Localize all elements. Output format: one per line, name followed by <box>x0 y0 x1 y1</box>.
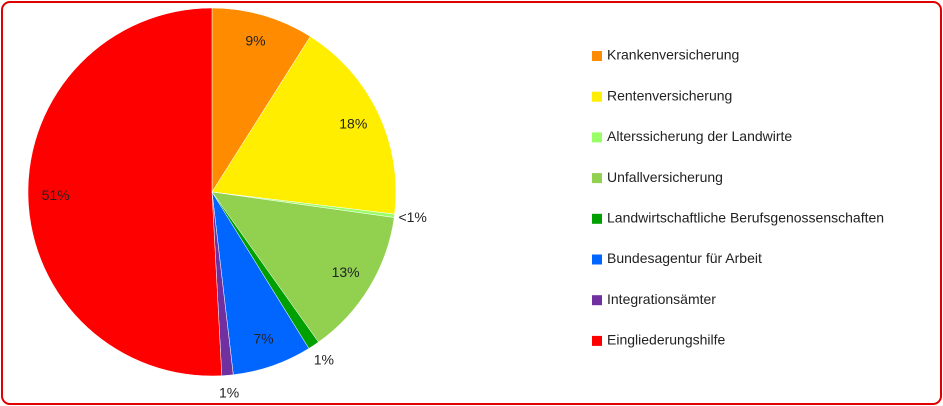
legend-swatch <box>592 51 602 61</box>
data-label: 18% <box>339 116 367 132</box>
data-label: 51% <box>42 187 70 203</box>
legend-label: Krankenversicherung <box>607 47 739 63</box>
data-label: 1% <box>219 384 239 400</box>
legend-swatch <box>592 173 602 184</box>
data-label: 13% <box>332 264 360 280</box>
data-label: 9% <box>245 32 265 48</box>
legend-swatch <box>592 335 602 346</box>
legend-swatch <box>592 213 602 224</box>
pie-slice <box>211 36 397 215</box>
legend-label: Bundesagentur für Arbeit <box>607 250 762 266</box>
legend-label: Eingliederungshilfe <box>607 332 726 348</box>
legend-label: Integrationsämter <box>607 291 716 307</box>
legend-label: Landwirtschaftliche Berufsgenossenschaft… <box>607 210 884 226</box>
pie-slice <box>211 191 395 343</box>
data-label: <1% <box>398 209 426 225</box>
legend-label: Rentenversicherung <box>607 87 732 103</box>
legend-swatch <box>592 91 602 102</box>
pie-slice <box>27 7 223 377</box>
legend-swatch <box>592 132 602 143</box>
legend-label: Unfallversicherung <box>607 169 723 185</box>
legend-swatch <box>592 295 602 306</box>
pie-slice <box>211 7 311 193</box>
data-label: 1% <box>314 351 334 367</box>
data-label: 7% <box>253 330 273 346</box>
legend-label: Alterssicherung der Landwirte <box>607 128 792 144</box>
legend-swatch <box>592 254 602 265</box>
